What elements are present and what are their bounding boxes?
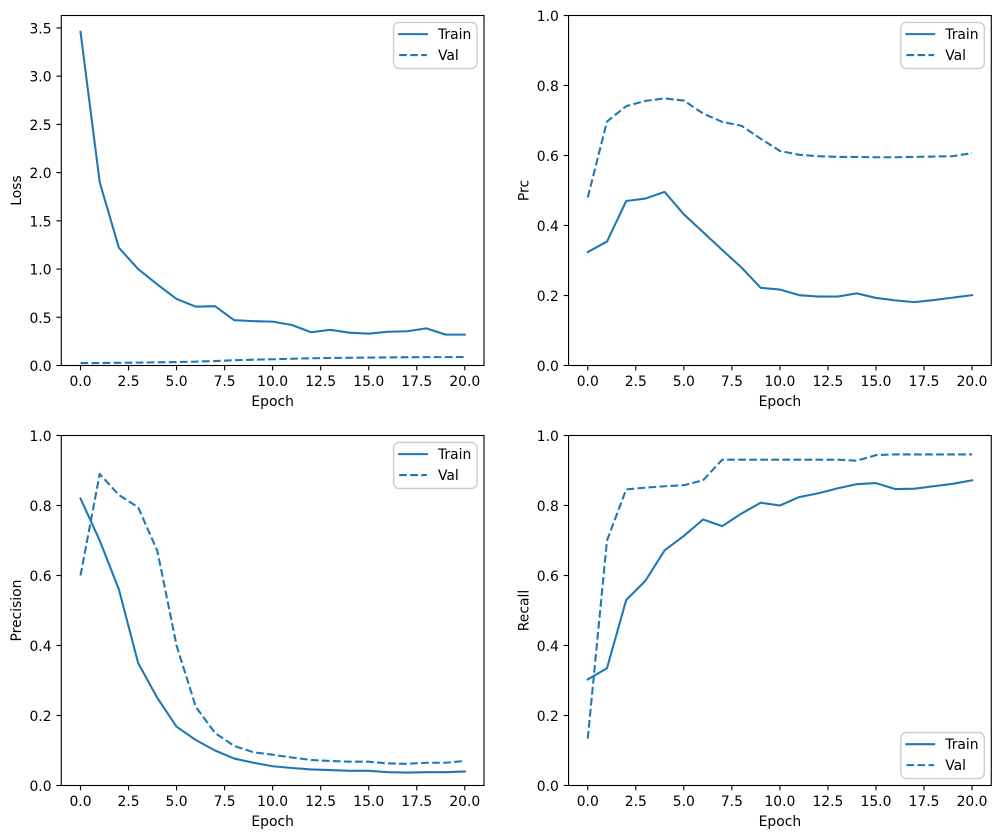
x-tick-label: 10.0 (764, 374, 795, 390)
x-tick-label: 12.5 (812, 374, 843, 390)
x-tick-label: 12.5 (305, 794, 336, 810)
x-tick-label: 7.5 (214, 794, 236, 810)
y-tick-label: 0.0 (29, 779, 51, 795)
y-tick-label: 0.2 (537, 709, 559, 725)
x-tick-label: 2.5 (625, 794, 647, 810)
legend-train-label: Train (437, 447, 471, 463)
y-tick-label: 1.0 (29, 429, 51, 445)
legend: Train Val (392, 441, 478, 490)
x-tick-label: 0.0 (69, 374, 91, 390)
x-tick-label: 0.0 (577, 794, 599, 810)
legend-train-label: Train (944, 737, 978, 753)
x-tick-label: 15.0 (861, 374, 892, 390)
x-tick-label: 7.5 (214, 374, 236, 390)
x-tick-label: 5.0 (673, 794, 695, 810)
x-tick-label: 5.0 (673, 374, 695, 390)
y-tick-label: 0.0 (29, 359, 51, 375)
x-tick-label: 7.5 (721, 374, 743, 390)
y-tick-label: 0.2 (29, 709, 51, 725)
x-tick-label: 10.0 (257, 374, 288, 390)
x-axis-label: Epoch (251, 394, 294, 410)
x-tick-label: 5.0 (166, 374, 188, 390)
legend-train-label: Train (944, 27, 978, 43)
y-axis-label: Loss (9, 175, 25, 205)
y-tick-label: 0.4 (537, 639, 559, 655)
x-tick-label: 15.0 (861, 794, 892, 810)
x-tick-label: 0.0 (69, 794, 91, 810)
legend: Train Val (392, 21, 478, 70)
y-tick-label: 0.0 (537, 359, 559, 375)
y-tick-label: 2.0 (29, 166, 51, 182)
val-line (586, 453, 973, 739)
x-tick-label: 0.0 (577, 374, 599, 390)
x-tick-label: 15.0 (353, 794, 384, 810)
legend-val-label: Val (438, 468, 459, 484)
legend-train-label: Train (437, 27, 471, 43)
x-tick-label: 20.0 (957, 374, 988, 390)
y-tick-label: 3.5 (29, 21, 51, 37)
x-tick-label: 7.5 (721, 794, 743, 810)
x-tick-label: 20.0 (449, 794, 480, 810)
legend-val-label: Val (438, 48, 459, 64)
x-tick-label: 10.0 (257, 794, 288, 810)
chart-loss: 0.0 2.5 5.0 7.5 10.0 12.5 15.0 17.5 20.0 0.0 0.5 1.… (9, 14, 485, 410)
y-tick-label: 1.5 (29, 214, 51, 230)
y-axis-label: Prc (516, 180, 532, 201)
val-line (79, 472, 465, 765)
x-tick-label: 12.5 (812, 794, 843, 810)
y-axis-label: Recall (516, 590, 532, 631)
chart-prc: 0.0 2.5 5.0 7.5 10.0 12.5 15.0 17.5 20.0 0.0 0.2 0.… (516, 9, 992, 410)
train-line (79, 30, 466, 336)
legend: Train Val (900, 21, 986, 70)
x-tick-label: 5.0 (166, 794, 188, 810)
x-axis-label: Epoch (759, 814, 802, 830)
x-axis-label: Epoch (251, 814, 294, 830)
x-tick-label: 2.5 (625, 374, 647, 390)
x-tick-label: 12.5 (305, 374, 336, 390)
y-axis-label: Precision (9, 580, 25, 642)
y-tick-label: 1.0 (537, 429, 559, 445)
y-tick-label: 1.0 (29, 263, 51, 279)
x-axis-label: Epoch (759, 394, 802, 410)
train-line (586, 479, 974, 681)
y-tick-label: 0.6 (537, 149, 559, 165)
x-tick-label: 17.5 (909, 374, 940, 390)
y-tick-label: 0.5 (29, 311, 51, 327)
y-tick-label: 0.4 (537, 219, 559, 235)
x-tick-label: 10.0 (764, 794, 795, 810)
y-tick-label: 0.4 (29, 639, 51, 655)
y-tick-label: 0.6 (29, 569, 51, 585)
legend: Train Val (900, 731, 986, 780)
y-tick-label: 2.5 (29, 118, 51, 134)
y-tick-label: 1.0 (537, 9, 559, 25)
y-tick-label: 0.8 (537, 499, 559, 515)
x-tick-label: 17.5 (401, 374, 432, 390)
x-tick-label: 15.0 (353, 374, 384, 390)
x-tick-label: 2.5 (117, 374, 139, 390)
y-tick-label: 0.2 (537, 289, 559, 305)
train-line (79, 497, 466, 774)
legend-val-label: Val (945, 758, 966, 774)
x-tick-label: 17.5 (401, 794, 432, 810)
x-tick-label: 20.0 (957, 794, 988, 810)
y-tick-label: 0.6 (537, 569, 559, 585)
y-tick-label: 0.8 (537, 79, 559, 95)
y-tick-label: 0.0 (537, 779, 559, 795)
x-tick-label: 20.0 (449, 374, 480, 390)
x-tick-label: 17.5 (909, 794, 940, 810)
x-tick-label: 2.5 (117, 794, 139, 810)
val-line (586, 97, 973, 198)
val-line (80, 355, 465, 365)
y-tick-label: 0.8 (29, 499, 51, 515)
train-line (586, 190, 974, 304)
chart-recall: 0.0 2.5 5.0 7.5 10.0 12.5 15.0 17.5 20.0 0.0 0.2 0.… (516, 429, 992, 830)
chart-precision: 0.0 2.5 5.0 7.5 10.0 12.5 15.0 17.5 20.0 0.0 0.2 0.… (9, 429, 485, 830)
legend-val-label: Val (945, 48, 966, 64)
y-tick-label: 3.0 (29, 70, 51, 86)
